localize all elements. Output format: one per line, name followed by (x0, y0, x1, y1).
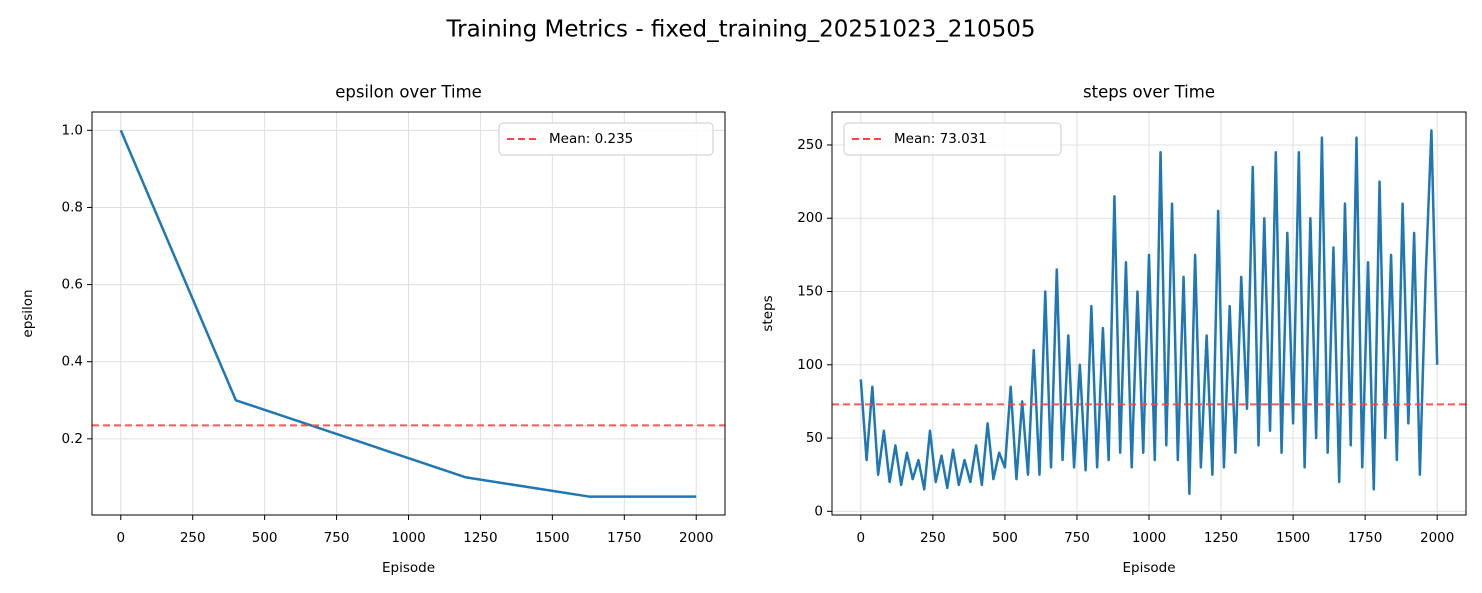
x-tick-label: 2000 (1420, 530, 1454, 546)
x-tick-label: 1750 (607, 530, 641, 546)
x-tick-label: 2000 (679, 530, 713, 546)
legend-label: Mean: 0.235 (549, 131, 633, 147)
y-tick-label: 0 (814, 503, 823, 519)
x-tick-label: 1000 (391, 530, 425, 546)
y-tick-label: 1.0 (62, 122, 83, 138)
y-tick-label: 100 (797, 357, 823, 373)
legend-label: Mean: 73.031 (894, 131, 987, 147)
y-tick-label: 150 (797, 284, 823, 300)
legend-box (843, 122, 1062, 156)
y-tick-label: 250 (797, 137, 823, 153)
x-tick-label: 750 (324, 530, 350, 546)
x-tick-label: 250 (180, 530, 206, 546)
y-tick-label: 200 (797, 210, 823, 226)
y-tick-label: 50 (806, 430, 823, 446)
x-tick-label: 500 (992, 530, 1018, 546)
axes-title: steps over Time (1083, 83, 1215, 102)
legend: Mean: 0.235 (498, 122, 714, 156)
axes-title: epsilon over Time (335, 83, 482, 102)
axes-frame (831, 111, 1467, 516)
y-tick-label: 0.4 (62, 354, 83, 370)
x-tick-label: 0 (116, 530, 125, 546)
x-tick-label: 1750 (1348, 530, 1382, 546)
x-tick-label: 1500 (1276, 530, 1310, 546)
legend-box (498, 122, 714, 156)
x-tick-label: 1250 (463, 530, 497, 546)
x-tick-label: 500 (252, 530, 278, 546)
y-tick-label: 0.2 (62, 431, 83, 447)
data-line (859, 129, 1439, 495)
x-axis-label: Episode (382, 560, 435, 576)
y-axis-label: steps (760, 295, 776, 331)
y-tick-label: 0.6 (62, 277, 83, 293)
x-tick-label: 250 (920, 530, 946, 546)
axes-frame (91, 111, 726, 516)
x-tick-label: 1000 (1132, 530, 1166, 546)
x-tick-label: 1250 (1204, 530, 1238, 546)
y-tick-label: 0.8 (62, 199, 83, 215)
x-axis-label: Episode (1122, 560, 1175, 576)
figure-title: Training Metrics - fixed_training_202510… (445, 17, 1035, 43)
x-tick-label: 0 (857, 530, 866, 546)
y-axis-label: epsilon (20, 289, 36, 337)
data-line (119, 129, 697, 498)
legend: Mean: 73.031 (843, 122, 1062, 156)
x-tick-label: 1500 (535, 530, 569, 546)
x-tick-label: 750 (1064, 530, 1090, 546)
